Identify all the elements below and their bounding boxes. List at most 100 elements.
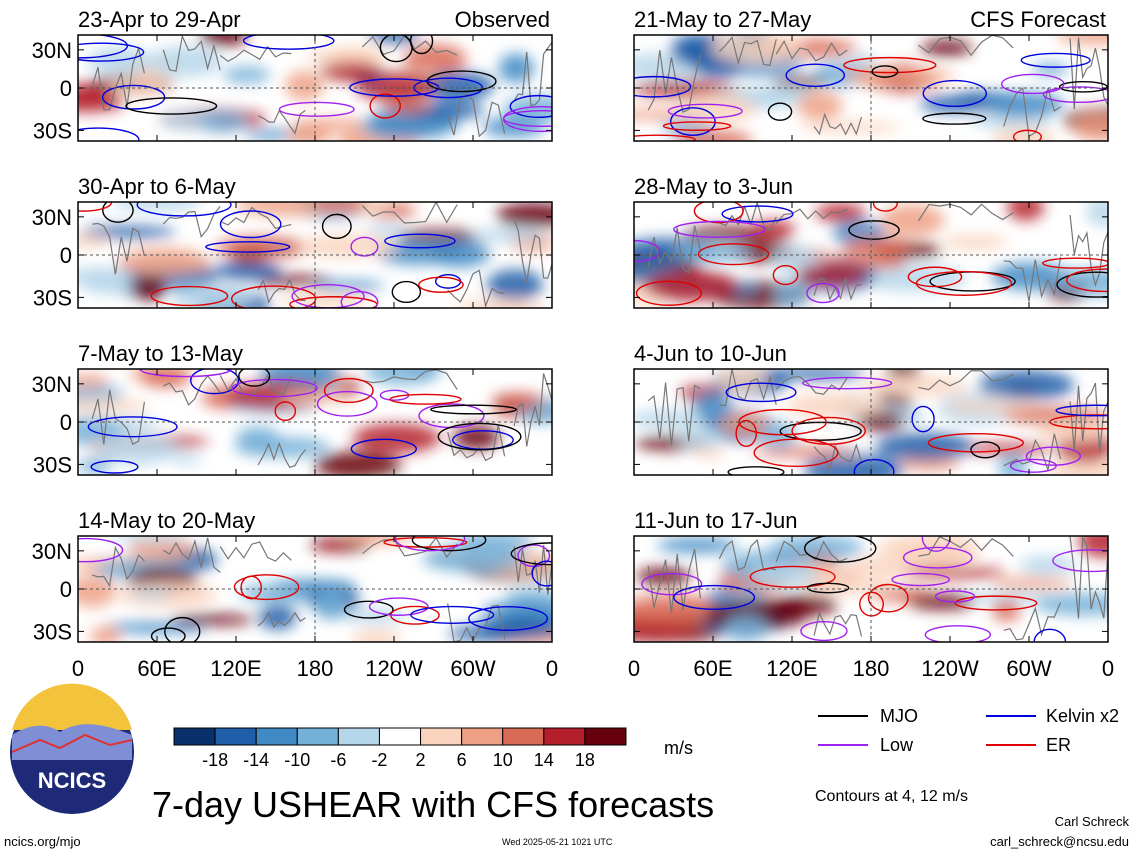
colorbar-swatch <box>337 727 380 746</box>
shear-anomaly <box>875 432 974 461</box>
wave-contours <box>641 536 1108 642</box>
coastline <box>1069 382 1108 453</box>
shear-anomaly <box>496 202 552 229</box>
coastline <box>918 35 1014 57</box>
x-tick-label: 0 <box>628 656 640 681</box>
colorbar-tick-label: 18 <box>575 750 595 770</box>
shear-anomaly <box>692 448 726 459</box>
coastline <box>719 369 777 407</box>
coastline <box>219 541 292 562</box>
contour-line <box>190 369 240 395</box>
shear-anomaly <box>1056 35 1108 45</box>
y-tick-label: 0 <box>60 577 72 602</box>
contour-line <box>859 591 884 617</box>
shear-anomaly <box>258 604 297 630</box>
panel-ticks <box>77 35 553 141</box>
contour-line <box>409 35 434 55</box>
contour-line <box>231 378 318 398</box>
contour-line <box>231 285 317 308</box>
coastline <box>447 425 506 462</box>
coastline <box>257 441 306 469</box>
shear-anomaly <box>481 601 552 618</box>
contour-line <box>125 97 218 115</box>
contour-line <box>1055 404 1108 417</box>
contour-line <box>384 233 456 249</box>
contour-line <box>90 460 139 474</box>
colorbar-units: m/s <box>664 738 693 758</box>
coastline <box>257 611 306 629</box>
contour-line <box>411 536 487 552</box>
coastline <box>918 370 1014 391</box>
shear-anomaly <box>486 269 543 301</box>
author-email[interactable]: carl_schreck@ncsu.edu <box>990 834 1129 849</box>
shear-field <box>78 536 552 642</box>
shear-anomaly <box>920 39 973 57</box>
panel-ticks <box>77 369 553 475</box>
shear-field <box>634 536 1108 642</box>
shear-anomaly <box>1035 593 1108 616</box>
shear-anomaly <box>298 234 398 258</box>
coastlines <box>647 369 1108 472</box>
shear-anomaly <box>634 594 725 627</box>
coastline <box>813 276 862 302</box>
coastline <box>92 545 145 588</box>
coastline <box>513 545 552 595</box>
wave-contours <box>634 52 1108 141</box>
shear-anomaly <box>774 280 809 308</box>
panel-period: 30-Apr to 6-May <box>78 174 236 199</box>
contour-line <box>934 590 976 603</box>
shear-anomaly <box>1072 113 1108 141</box>
shear-anomaly <box>990 577 1073 590</box>
panel-period: 21-May to 27-May <box>634 7 811 32</box>
x-tick-label: 60W <box>1006 656 1051 681</box>
shear-anomaly <box>1085 202 1108 227</box>
shear-anomaly <box>306 47 390 68</box>
shear-anomaly <box>750 220 796 240</box>
y-tick-label: 30S <box>33 452 72 477</box>
contour-line <box>749 565 836 588</box>
legend-label-mjo: MJO <box>880 706 918 726</box>
site-url[interactable]: ncics.org/mjo <box>4 834 81 849</box>
x-tick-label: 180 <box>297 656 334 681</box>
coastline <box>219 45 292 63</box>
panel-ticks <box>633 536 1109 642</box>
logo-sky <box>12 683 132 730</box>
shear-anomaly <box>798 121 902 134</box>
contour-line <box>843 56 937 74</box>
contour-line <box>697 243 770 266</box>
coastlines <box>92 536 552 642</box>
contour-line <box>806 282 840 304</box>
shear-anomaly <box>491 392 544 407</box>
colorbar-tick-label: -14 <box>243 750 269 770</box>
shear-anomaly <box>78 235 111 249</box>
contour-line <box>872 202 898 212</box>
contour-line <box>753 438 839 468</box>
shear-anomaly <box>147 45 222 78</box>
contour-line <box>383 537 468 548</box>
coastline <box>1069 37 1108 110</box>
contour-line <box>468 606 549 631</box>
shear-anomaly <box>314 451 402 475</box>
shear-anomaly <box>880 204 945 237</box>
shear-anomaly <box>998 454 1028 475</box>
x-tick-label: 120W <box>365 656 423 681</box>
shear-anomaly <box>634 621 699 642</box>
y-tick-label: 30N <box>32 38 72 63</box>
colorbar-tick-label: -10 <box>284 750 310 770</box>
shear-anomaly <box>885 369 921 379</box>
logo-text: NCICS <box>38 768 106 793</box>
coastline <box>917 203 1014 222</box>
coastline <box>775 376 848 395</box>
colorbar: -18 -14 -10 -6 -2 2 6 10 14 18 <box>173 727 627 770</box>
contour-line <box>954 595 1038 611</box>
colorbar-tick-label: 2 <box>416 750 426 770</box>
contour-line <box>907 266 963 288</box>
x-tick-label: 0 <box>1102 656 1114 681</box>
contour-line <box>136 202 232 217</box>
contour-line <box>727 466 785 475</box>
contour-line <box>278 101 355 117</box>
author-name: Carl Schreck <box>1054 814 1129 829</box>
contour-line <box>1025 446 1082 466</box>
shear-anomaly <box>257 275 332 287</box>
